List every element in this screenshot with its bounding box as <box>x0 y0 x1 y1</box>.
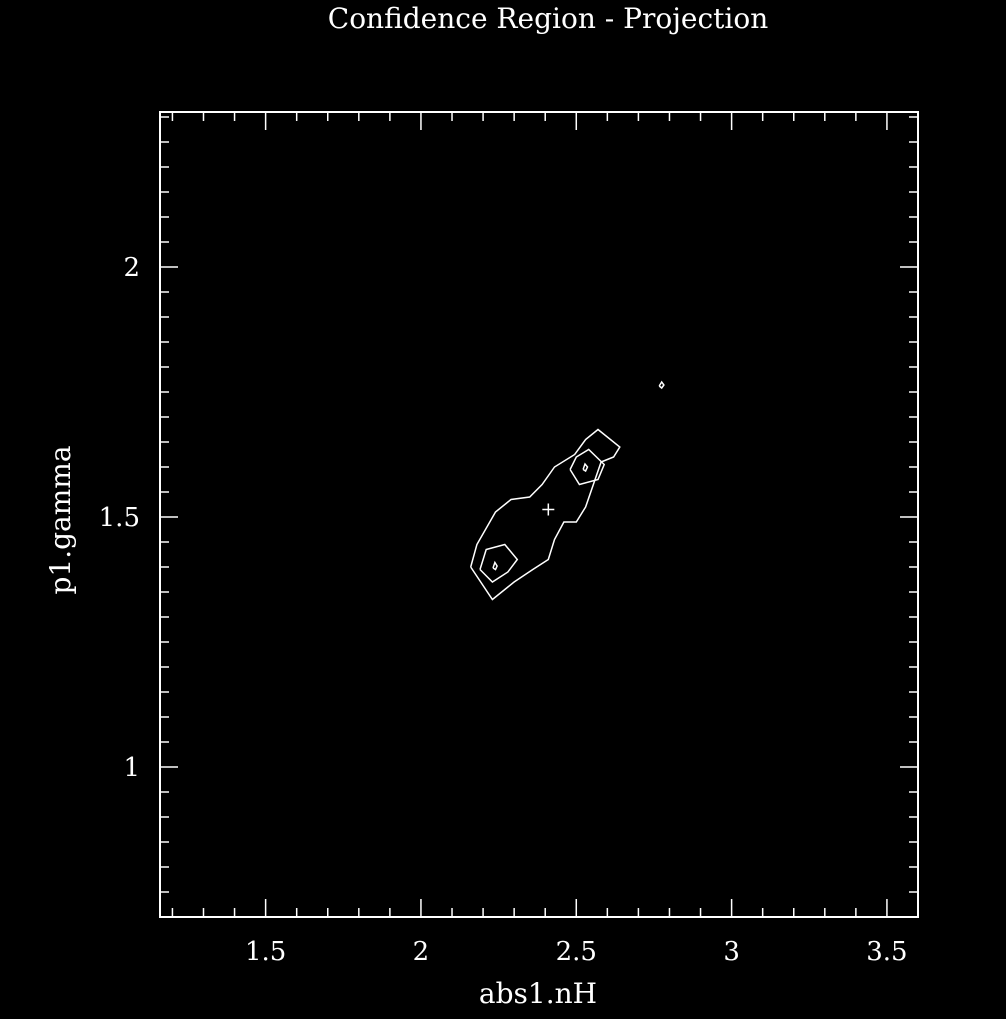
contour-lines <box>469 380 665 601</box>
y-tick-label: 2 <box>123 253 140 283</box>
axis-ticks <box>160 112 919 918</box>
x-tick-label: 2 <box>413 937 430 967</box>
y-tick-labels: 11.52 <box>99 253 140 783</box>
y-axis-label: p1.gamma <box>44 445 77 594</box>
chart-title: Confidence Region - Projection <box>328 2 768 35</box>
y-tick-label: 1.5 <box>99 503 140 533</box>
x-tick-label: 3 <box>723 937 740 967</box>
contour-inner-left <box>479 543 519 583</box>
x-tick-label: 2.5 <box>556 937 597 967</box>
x-tick-label: 3.5 <box>866 937 907 967</box>
contour-outer <box>469 428 621 601</box>
best-fit-marker <box>542 503 555 516</box>
plot-frame <box>159 111 919 918</box>
x-axis-label: abs1.nH <box>479 977 597 1010</box>
x-tick-label: 1.5 <box>245 937 286 967</box>
y-tick-label: 1 <box>123 753 140 783</box>
contour-island <box>658 380 665 390</box>
contour-dot-left <box>492 560 498 571</box>
x-tick-labels: 1.5 2 2.5 3 3.5 <box>245 937 908 967</box>
contour-inner-right <box>569 448 606 486</box>
contour-dot-right <box>582 462 589 473</box>
